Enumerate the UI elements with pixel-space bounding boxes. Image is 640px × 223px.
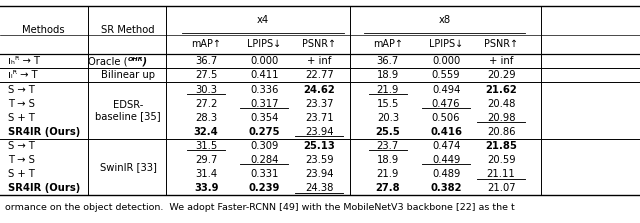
Text: S → T: S → T [8,141,35,151]
Text: 21.11: 21.11 [487,169,515,179]
Text: 0.559: 0.559 [432,70,460,81]
Text: 23.71: 23.71 [305,113,333,123]
Text: 20.48: 20.48 [487,99,515,109]
Text: 20.98: 20.98 [487,113,515,123]
Text: 0.411: 0.411 [250,70,278,81]
Text: SwinIR [33]: SwinIR [33] [100,162,156,172]
Text: 0.476: 0.476 [432,99,460,109]
Text: 23.37: 23.37 [305,99,333,109]
Text: 20.86: 20.86 [487,127,515,137]
Text: LPIPS↓: LPIPS↓ [429,39,463,50]
Text: + inf: + inf [307,56,332,66]
Text: 0.239: 0.239 [248,183,280,193]
Text: mAP↑: mAP↑ [191,39,221,50]
Text: 21.9: 21.9 [377,169,399,179]
Text: 0.354: 0.354 [250,113,278,123]
Text: 23.59: 23.59 [305,155,333,165]
Text: + inf: + inf [489,56,513,66]
Text: 23.7: 23.7 [377,141,399,151]
Text: 28.3: 28.3 [195,113,217,123]
Text: 0.336: 0.336 [250,85,278,95]
Text: x8: x8 [438,15,451,25]
Text: 27.5: 27.5 [195,70,217,81]
Text: 0.506: 0.506 [432,113,460,123]
Text: 0.416: 0.416 [430,127,462,137]
Text: 0.275: 0.275 [248,127,280,137]
Text: 20.3: 20.3 [377,113,399,123]
Text: 21.07: 21.07 [487,183,515,193]
Text: Oracle (: Oracle ( [88,56,128,66]
Text: 0.331: 0.331 [250,169,278,179]
Text: SR Method: SR Method [101,25,155,35]
Text: LPIPS↓: LPIPS↓ [247,39,282,50]
Text: 25.13: 25.13 [303,141,335,151]
Text: 0.317: 0.317 [250,99,278,109]
Text: T → S: T → S [8,99,35,109]
Text: 22.77: 22.77 [305,70,333,81]
Text: 36.7: 36.7 [377,56,399,66]
Text: Bilinear up: Bilinear up [101,70,155,81]
Text: ıₕᴿ → T: ıₕᴿ → T [8,56,40,66]
Text: 24.38: 24.38 [305,183,333,193]
Text: 0.000: 0.000 [250,56,278,66]
Text: 18.9: 18.9 [377,70,399,81]
Text: 21.9: 21.9 [377,85,399,95]
Text: 31.4: 31.4 [195,169,217,179]
Text: 0.382: 0.382 [430,183,462,193]
Text: S + T: S + T [8,113,35,123]
Text: 25.5: 25.5 [376,127,400,137]
Text: 21.85: 21.85 [485,141,517,151]
Text: 0.000: 0.000 [432,56,460,66]
Text: 23.94: 23.94 [305,169,333,179]
Text: 23.94: 23.94 [305,127,333,137]
Text: 32.4: 32.4 [194,127,218,137]
Text: 30.3: 30.3 [195,85,217,95]
Text: 29.7: 29.7 [195,155,217,165]
Text: S → T: S → T [8,85,35,95]
Text: T → S: T → S [8,155,35,165]
Text: S + T: S + T [8,169,35,179]
Text: ıₗᴿ → T: ıₗᴿ → T [8,70,38,81]
Text: PSNR↑: PSNR↑ [302,39,337,50]
Text: 0.284: 0.284 [250,155,278,165]
Text: 0.474: 0.474 [432,141,460,151]
Text: mAP↑: mAP↑ [373,39,403,50]
Text: 0.494: 0.494 [432,85,460,95]
Text: 31.5: 31.5 [195,141,217,151]
Text: x4: x4 [257,15,269,25]
Text: Methods: Methods [22,25,65,35]
Text: 15.5: 15.5 [377,99,399,109]
Text: 33.9: 33.9 [194,183,218,193]
Text: SR4IR (Ours): SR4IR (Ours) [8,127,81,137]
Text: SR4IR (Ours): SR4IR (Ours) [8,183,81,193]
Text: ᴼᴴᴿ): ᴼᴴᴿ) [128,56,148,66]
Text: EDSR-
baseline [35]: EDSR- baseline [35] [95,100,161,122]
Text: 27.8: 27.8 [376,183,400,193]
Text: 0.449: 0.449 [432,155,460,165]
Text: 21.62: 21.62 [485,85,517,95]
Text: 20.59: 20.59 [487,155,515,165]
Text: 24.62: 24.62 [303,85,335,95]
Text: 0.489: 0.489 [432,169,460,179]
Text: 20.29: 20.29 [487,70,515,81]
Text: 18.9: 18.9 [377,155,399,165]
Text: PSNR↑: PSNR↑ [484,39,518,50]
Text: 36.7: 36.7 [195,56,217,66]
Text: ormance on the object detection.  We adopt Faster-RCNN [49] with the MobileNetV3: ormance on the object detection. We adop… [5,203,515,212]
Text: 0.309: 0.309 [250,141,278,151]
Text: 27.2: 27.2 [195,99,217,109]
